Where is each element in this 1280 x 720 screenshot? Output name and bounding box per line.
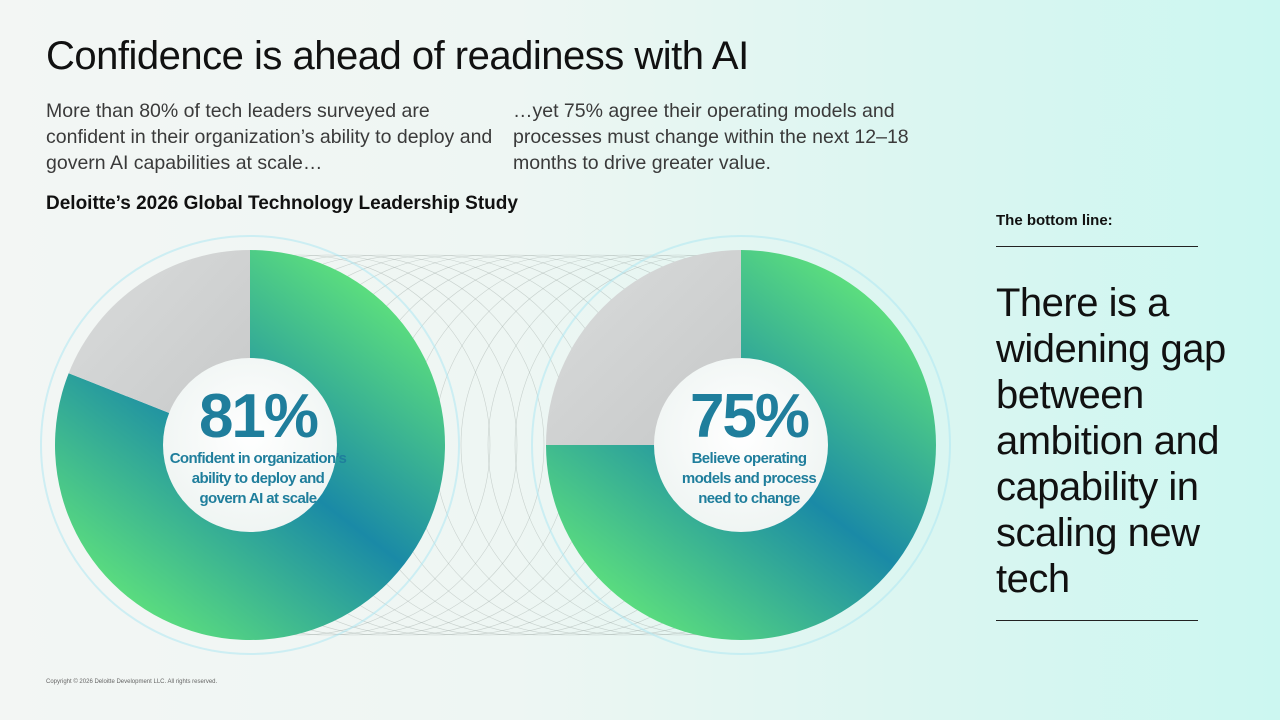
caption-line: need to change: [698, 490, 800, 507]
caption-line: govern AI at scale: [199, 490, 316, 507]
divider-bottom: [996, 620, 1198, 621]
value-label: 81%: [199, 382, 318, 451]
bottom-line-text: There is a widening gap between ambition…: [996, 281, 1226, 601]
page-title: Confidence is ahead of readiness with AI: [46, 34, 749, 78]
study-label: Deloitte’s 2026 Global Technology Leader…: [46, 193, 518, 214]
halo-ring: [40, 235, 460, 655]
halo-ring: [531, 235, 951, 655]
divider-top: [996, 246, 1198, 247]
value-label: 75%: [690, 382, 809, 451]
donut-hole: [654, 358, 828, 532]
donut-chart-confidence: 81%Confident in organization’s ability to…: [40, 235, 460, 655]
caption-line: ability to deploy and: [192, 470, 325, 487]
intro-right-text: …yet 75% agree their operating models an…: [513, 100, 909, 174]
donut-hole: [163, 358, 337, 532]
bottom-line-label: The bottom line:: [996, 212, 1113, 229]
caption-line: Believe operating: [692, 450, 807, 467]
caption-line: Confident in organization’s: [170, 450, 347, 467]
copyright-notice: Copyright © 2026 Deloitte Development LL…: [46, 679, 218, 685]
caption-line: models and process: [682, 470, 817, 487]
donut-chart-change: 75%Believe operating models and process ne…: [531, 235, 951, 655]
intro-left-text: More than 80% of tech leaders surveyed a…: [46, 100, 493, 174]
